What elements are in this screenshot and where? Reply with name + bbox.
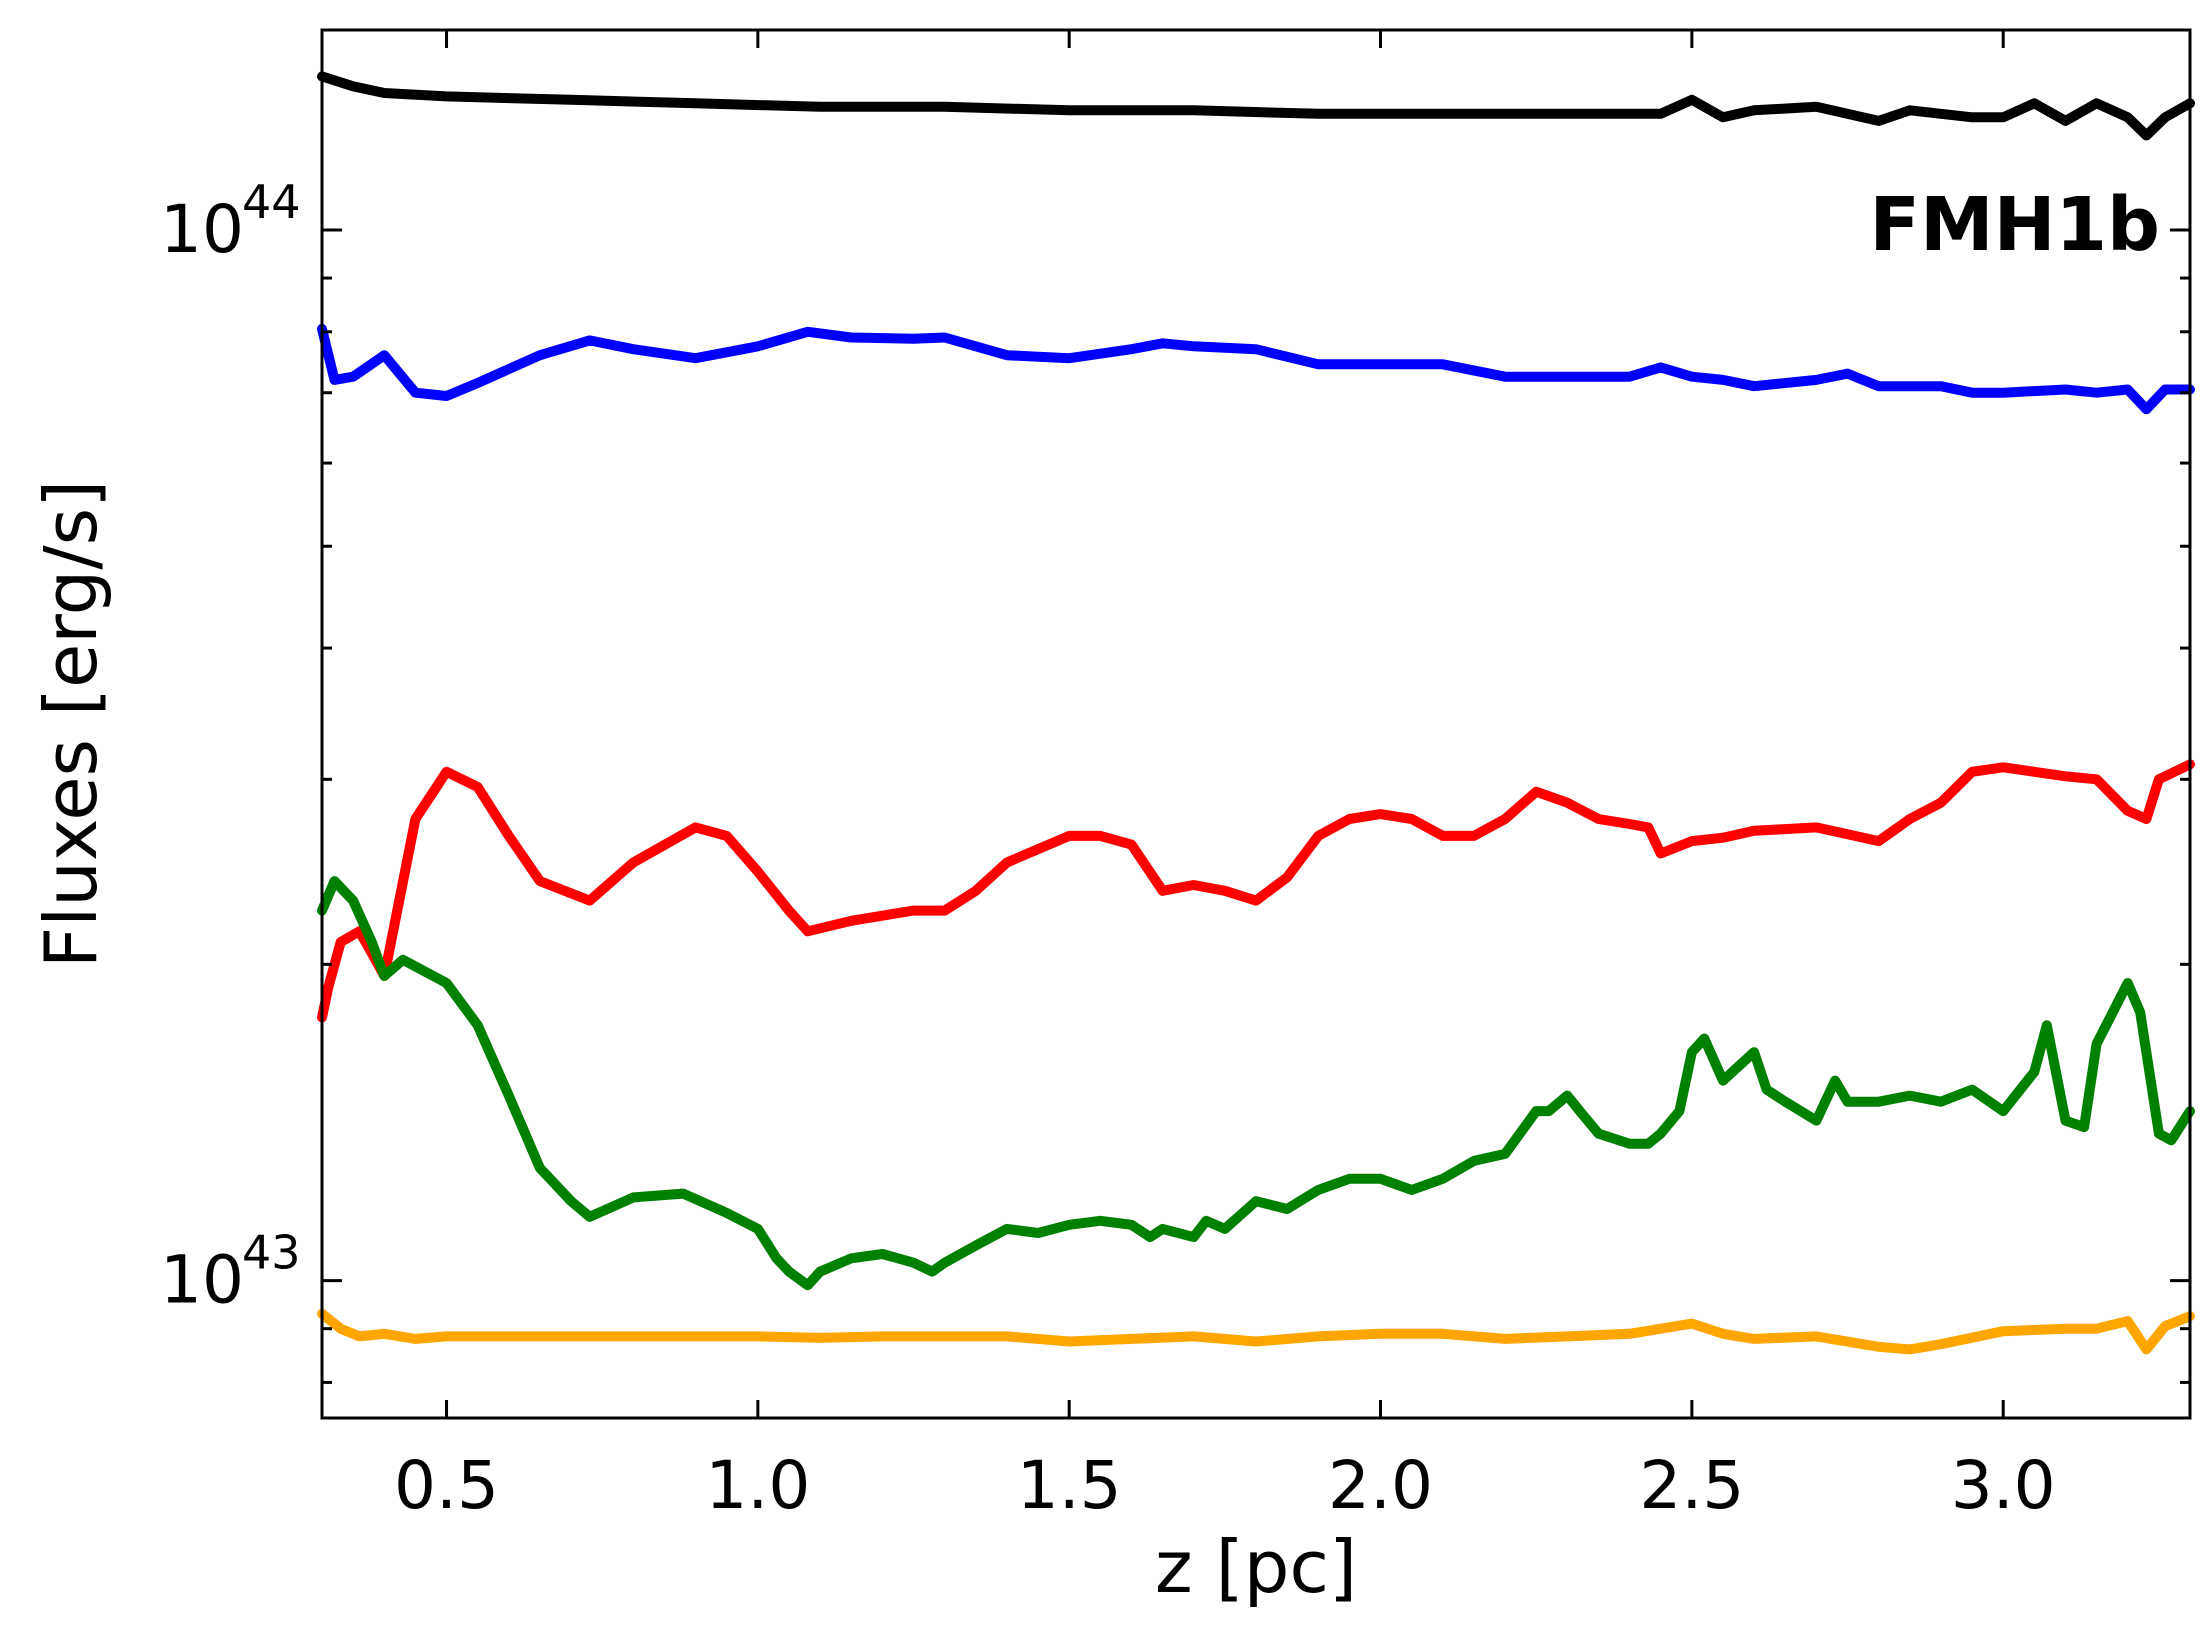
series-line-2	[317, 323, 2195, 415]
plot-frame	[320, 28, 2192, 1420]
y-tick-label: 10	[160, 191, 244, 268]
y-axis-title: Fluxes [erg/s]	[29, 480, 113, 968]
y-tick-label: 10	[160, 1242, 244, 1319]
x-tick-label: 1.5	[1017, 1447, 1122, 1524]
x-tick-label: 1.0	[705, 1447, 810, 1524]
y-tick-label-exponent: 43	[242, 1226, 301, 1280]
y-tick-label-exponent: 44	[242, 175, 301, 229]
series-line-3	[317, 759, 2195, 1023]
x-axis-title: z [pc]	[1155, 1525, 1357, 1609]
series-line-1	[317, 71, 2195, 141]
x-tick-label: 0.5	[394, 1447, 499, 1524]
series-line-4	[317, 876, 2195, 1291]
series-line-5	[317, 1308, 2195, 1355]
series-layer	[317, 71, 2195, 1355]
x-tick-label: 2.0	[1328, 1447, 1433, 1524]
x-tick-label: 3.0	[1951, 1447, 2056, 1524]
x-tick-label: 2.5	[1639, 1447, 1744, 1524]
annotation-label: FMH1b	[1869, 182, 2160, 268]
